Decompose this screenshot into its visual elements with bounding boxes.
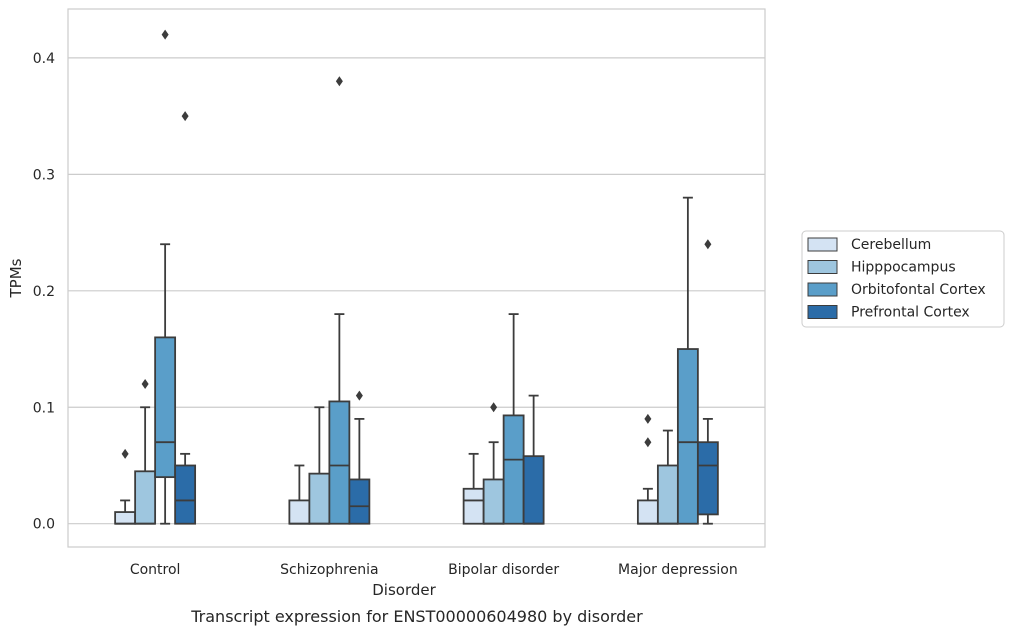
box-body xyxy=(348,478,371,525)
box-prefrontal-cortex xyxy=(348,390,371,525)
x-tick-label: Major depression xyxy=(618,562,738,578)
legend-label: Cerebellum xyxy=(851,237,931,253)
x-axis-title: Disorder xyxy=(372,581,436,599)
outlier-point xyxy=(141,378,149,389)
legend: Cerebellum Hipppocampus Orbitofontal Corte… xyxy=(801,230,1005,328)
box-body xyxy=(134,470,157,525)
box-prefrontal-cortex xyxy=(174,111,197,525)
x-tick-label: Control xyxy=(130,562,181,578)
x-tick-label: Schizophrenia xyxy=(280,562,378,578)
box-body xyxy=(676,348,699,525)
box-cerebellum xyxy=(462,452,485,525)
legend-frame xyxy=(801,230,1005,328)
box-prefrontal-cortex xyxy=(522,394,545,525)
outlier-point xyxy=(644,413,652,424)
box-body xyxy=(502,414,525,525)
y-tick-label: 0.4 xyxy=(33,51,55,67)
y-axis-title: TPMs xyxy=(7,258,25,298)
legend-swatch xyxy=(807,237,838,252)
box-cerebellum xyxy=(636,413,659,525)
x-tick-label: Bipolar disorder xyxy=(448,562,559,578)
box-cerebellum xyxy=(114,448,137,525)
outlier-point xyxy=(644,437,652,448)
box-body xyxy=(522,455,545,525)
box-hipppocampus xyxy=(656,429,679,525)
y-tick-label: 0.2 xyxy=(33,284,55,300)
box-body xyxy=(154,336,177,479)
box-hipppocampus xyxy=(134,378,157,525)
box-body xyxy=(174,464,197,525)
plot-frame xyxy=(67,8,766,548)
box-hipppocampus xyxy=(308,406,331,525)
box-orbitofontal-cortex xyxy=(154,29,177,525)
box-body xyxy=(288,499,311,525)
box-orbitofontal-cortex xyxy=(676,196,699,525)
box-body xyxy=(462,487,485,525)
x-axis-ticks: Control Schizophrenia Bipolar disorder Majo… xyxy=(130,562,738,578)
y-tick-label: 0.3 xyxy=(33,167,55,183)
box-body xyxy=(696,441,719,516)
y-axis-ticks: 0.0 0.1 0.2 0.3 0.4 xyxy=(33,51,55,533)
legend-swatch xyxy=(807,282,838,297)
outlier-point xyxy=(181,111,189,122)
outlier-point xyxy=(490,402,498,413)
box-body xyxy=(308,472,331,525)
box-body xyxy=(656,464,679,525)
chart-caption: Transcript expression for ENST0000060498… xyxy=(190,607,643,626)
outlier-point xyxy=(161,29,169,40)
box-cerebellum xyxy=(288,464,311,525)
box-body xyxy=(636,499,659,525)
outlier-point xyxy=(355,390,363,401)
legend-label: Orbitofontal Cortex xyxy=(851,282,986,298)
box-body xyxy=(114,511,137,525)
outlier-point xyxy=(704,239,712,250)
box-body xyxy=(482,478,505,525)
box-orbitofontal-cortex xyxy=(502,313,525,525)
box-orbitofontal-cortex xyxy=(328,76,351,525)
y-tick-label: 0.0 xyxy=(33,517,55,533)
legend-label: Hipppocampus xyxy=(851,260,956,276)
legend-swatch xyxy=(807,260,838,274)
plot-area xyxy=(114,29,719,525)
y-tick-label: 0.1 xyxy=(33,400,55,416)
legend-swatch xyxy=(807,305,838,319)
outlier-point xyxy=(335,76,343,87)
legend-label: Prefrontal Cortex xyxy=(851,305,970,321)
box-hipppocampus xyxy=(482,402,505,525)
box-prefrontal-cortex xyxy=(696,239,719,525)
outlier-point xyxy=(121,448,129,459)
box-body xyxy=(328,400,351,525)
